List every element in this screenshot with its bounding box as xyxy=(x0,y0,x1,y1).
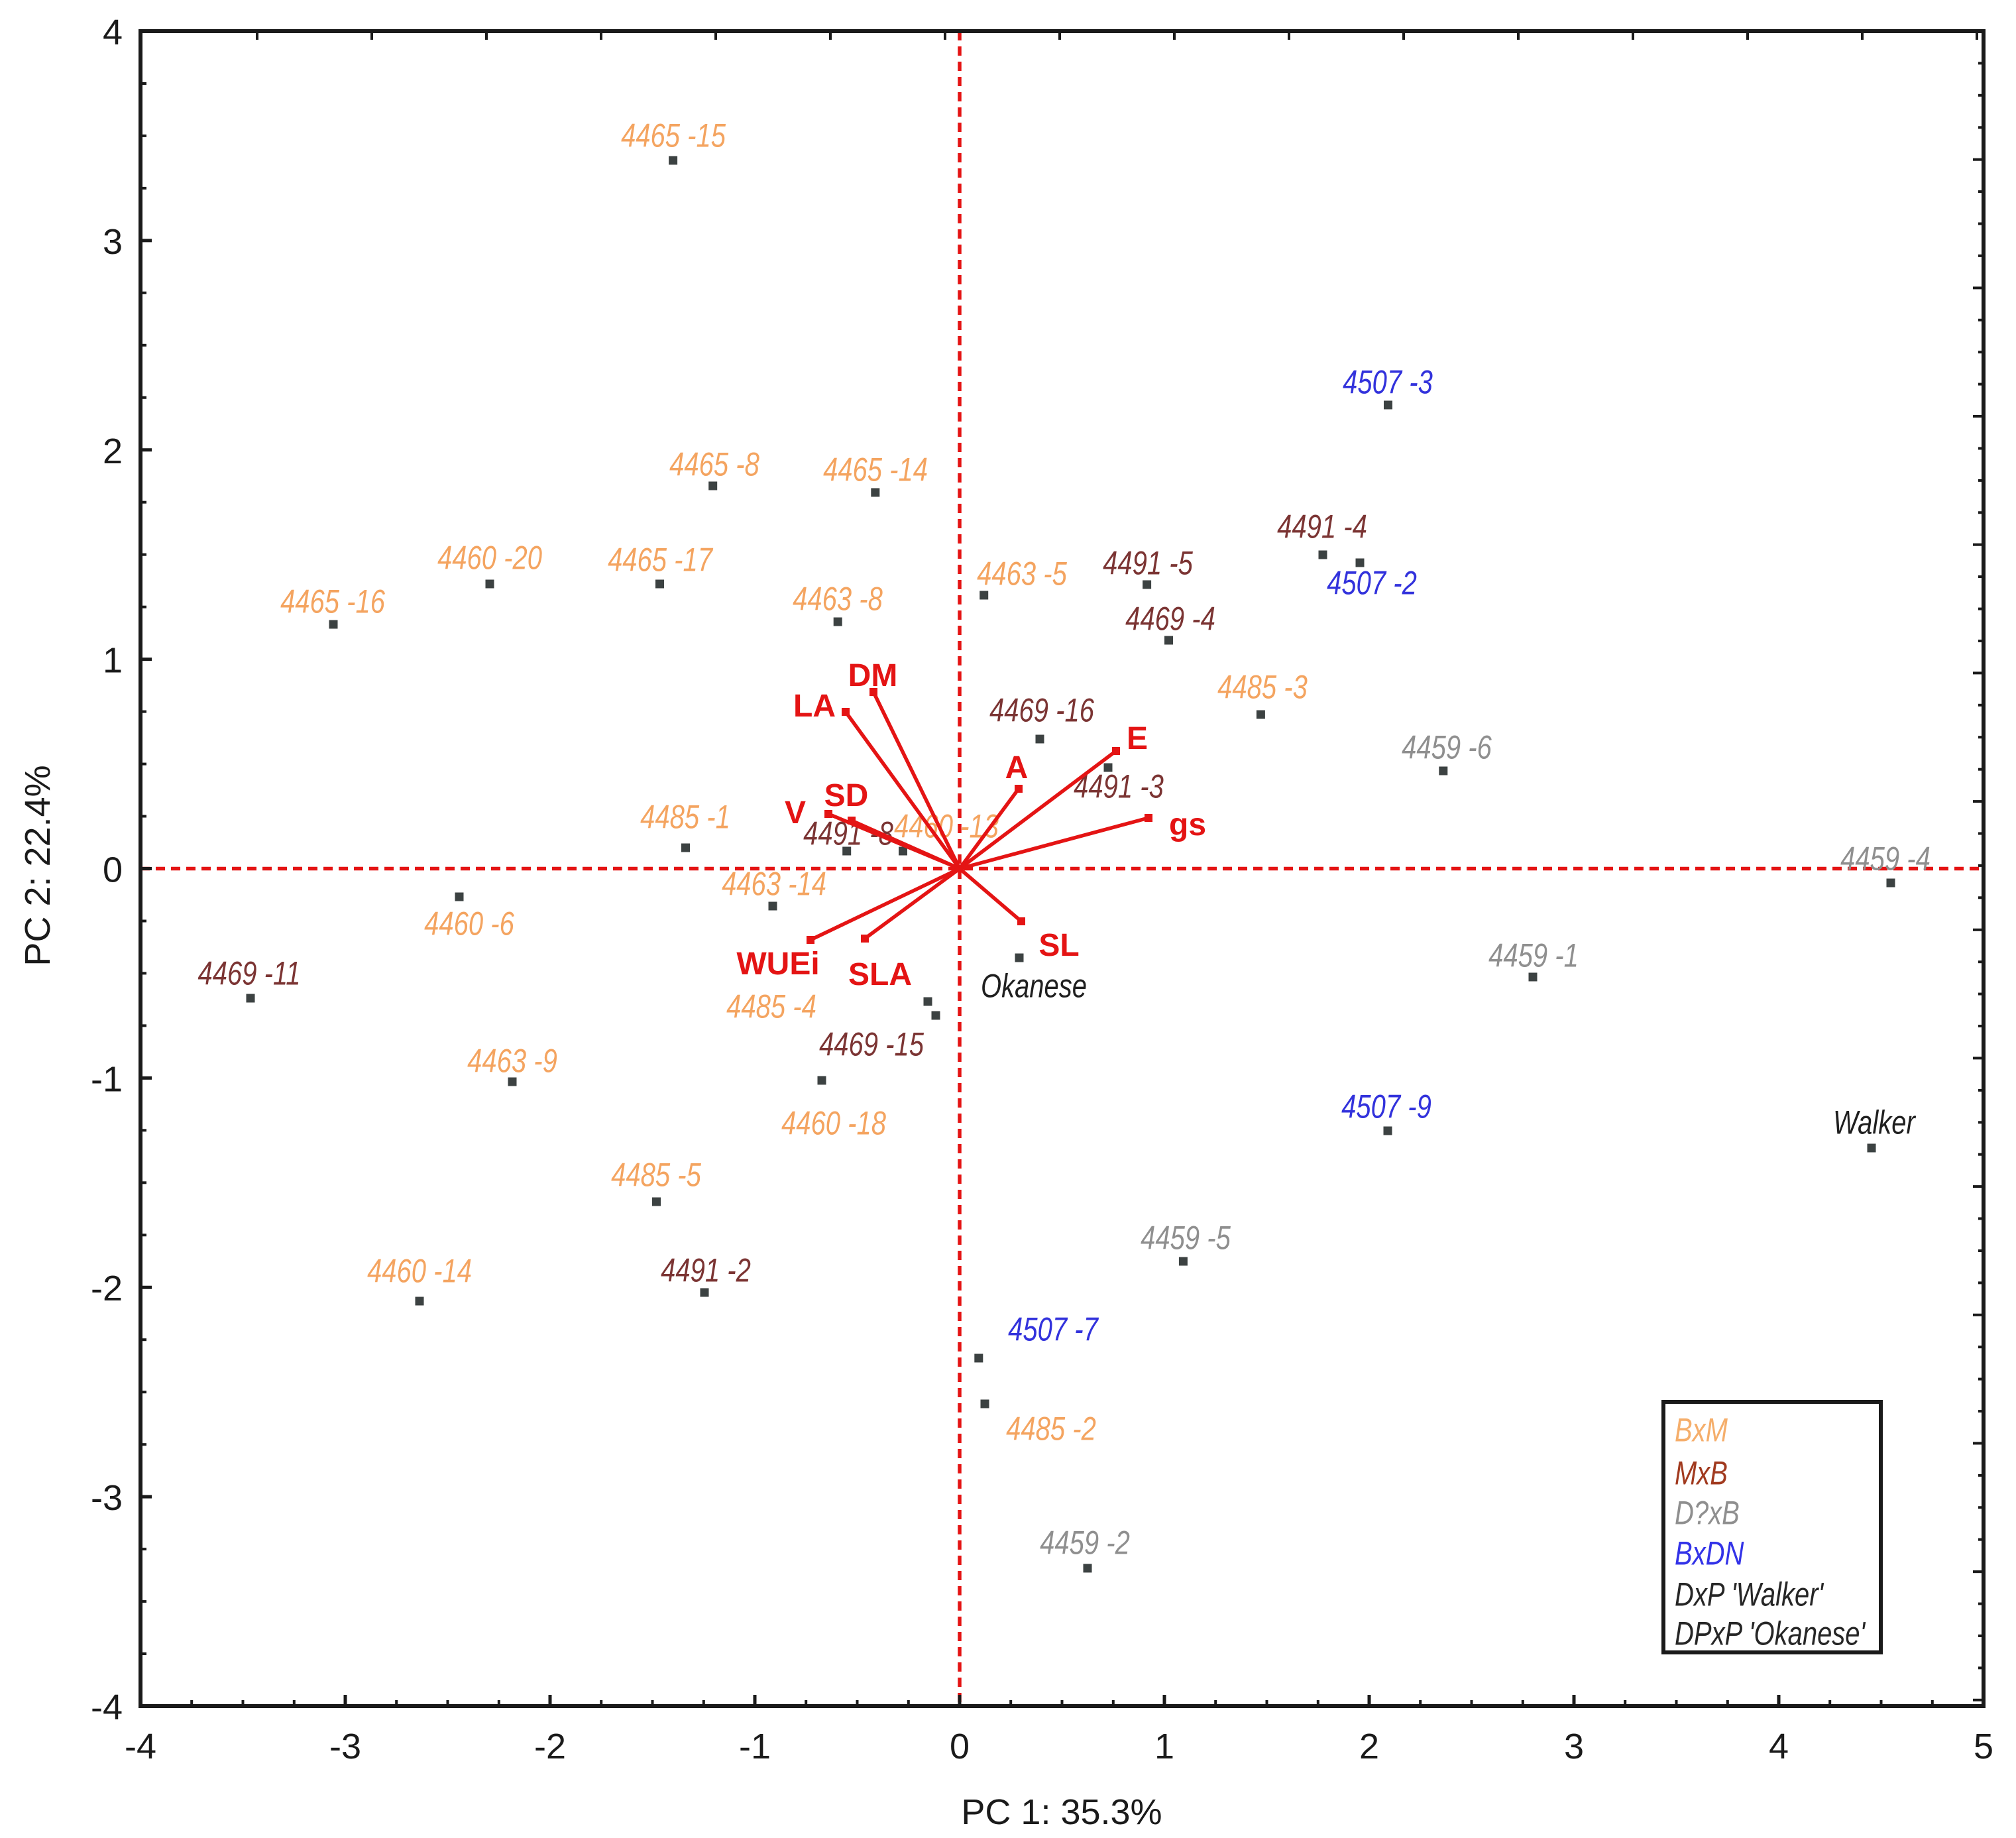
svg-text:3: 3 xyxy=(103,222,123,262)
svg-text:4459 -2: 4459 -2 xyxy=(1040,1524,1130,1561)
svg-text:-2: -2 xyxy=(534,1727,566,1766)
svg-text:4491 -2: 4491 -2 xyxy=(661,1251,751,1289)
svg-text:4465 -17: 4465 -17 xyxy=(608,541,713,578)
svg-text:4459 -6: 4459 -6 xyxy=(1402,728,1492,766)
svg-text:4485 -5: 4485 -5 xyxy=(611,1156,701,1193)
svg-text:4463 -5: 4463 -5 xyxy=(977,555,1067,592)
svg-text:4469 -15: 4469 -15 xyxy=(819,1025,924,1063)
svg-text:LA: LA xyxy=(793,689,836,724)
svg-text:E: E xyxy=(1127,721,1148,756)
svg-text:0: 0 xyxy=(950,1727,970,1766)
svg-text:4507 -9: 4507 -9 xyxy=(1341,1088,1431,1125)
svg-text:4463 -8: 4463 -8 xyxy=(793,580,883,617)
svg-text:4460 -6: 4460 -6 xyxy=(424,905,514,942)
svg-text:4485 -1: 4485 -1 xyxy=(640,798,730,835)
svg-text:4469 -11: 4469 -11 xyxy=(198,954,301,992)
svg-text:BxM: BxM xyxy=(1675,1411,1728,1448)
svg-text:WUEi: WUEi xyxy=(736,947,819,982)
svg-text:-1: -1 xyxy=(739,1727,771,1766)
svg-text:4469 -4: 4469 -4 xyxy=(1125,600,1215,637)
svg-text:Okanese: Okanese xyxy=(981,967,1087,1004)
svg-text:Walker: Walker xyxy=(1833,1104,1916,1141)
svg-text:4465 -16: 4465 -16 xyxy=(280,583,386,620)
svg-text:2: 2 xyxy=(103,431,123,471)
svg-text:-2: -2 xyxy=(91,1269,123,1308)
svg-text:4491 -5: 4491 -5 xyxy=(1103,544,1193,581)
svg-text:4485 -2: 4485 -2 xyxy=(1006,1410,1096,1447)
svg-text:4507 -2: 4507 -2 xyxy=(1327,564,1417,601)
svg-text:DM: DM xyxy=(848,658,898,693)
svg-text:1: 1 xyxy=(1154,1727,1174,1766)
svg-text:3: 3 xyxy=(1564,1727,1584,1766)
svg-text:4459 -1: 4459 -1 xyxy=(1488,937,1579,974)
svg-text:SD: SD xyxy=(824,778,869,813)
svg-text:4485 -3: 4485 -3 xyxy=(1217,668,1308,705)
svg-text:4465 -14: 4465 -14 xyxy=(823,451,928,488)
svg-text:A: A xyxy=(1005,750,1029,785)
svg-text:4507 -7: 4507 -7 xyxy=(1008,1310,1099,1348)
svg-text:4460 -14: 4460 -14 xyxy=(367,1252,472,1289)
svg-text:D?xB: D?xB xyxy=(1675,1494,1740,1531)
svg-text:MxB: MxB xyxy=(1675,1454,1728,1491)
svg-text:SLA: SLA xyxy=(848,957,912,992)
svg-text:4: 4 xyxy=(1769,1727,1789,1766)
svg-text:SL: SL xyxy=(1038,928,1079,963)
svg-text:-3: -3 xyxy=(91,1478,123,1518)
svg-text:DxP 'Walker': DxP 'Walker' xyxy=(1675,1576,1824,1613)
svg-text:V: V xyxy=(785,795,806,831)
svg-text:-1: -1 xyxy=(91,1059,123,1099)
svg-text:1: 1 xyxy=(103,641,123,681)
svg-text:4465 -8: 4465 -8 xyxy=(669,445,759,483)
svg-text:4491 -3: 4491 -3 xyxy=(1074,768,1164,805)
svg-text:-4: -4 xyxy=(91,1688,123,1727)
svg-text:DPxP 'Okanese': DPxP 'Okanese' xyxy=(1675,1615,1866,1652)
svg-text:4463 -14: 4463 -14 xyxy=(722,865,826,902)
svg-text:4485 -4: 4485 -4 xyxy=(726,988,816,1025)
svg-text:4507 -3: 4507 -3 xyxy=(1343,363,1433,400)
svg-text:PC 1: 35.3%: PC 1: 35.3% xyxy=(961,1792,1162,1832)
svg-text:4460 -18: 4460 -18 xyxy=(781,1104,886,1141)
svg-text:-4: -4 xyxy=(125,1727,156,1766)
svg-text:4469 -16: 4469 -16 xyxy=(989,691,1095,728)
svg-text:4460 -20: 4460 -20 xyxy=(437,539,542,576)
svg-text:4459 -4: 4459 -4 xyxy=(1840,840,1931,877)
svg-text:4465 -15: 4465 -15 xyxy=(621,117,726,154)
svg-text:4459 -5: 4459 -5 xyxy=(1141,1219,1231,1256)
svg-text:2: 2 xyxy=(1359,1727,1379,1766)
svg-text:0: 0 xyxy=(103,850,123,890)
svg-text:gs: gs xyxy=(1169,807,1206,842)
svg-text:-3: -3 xyxy=(329,1727,361,1766)
svg-text:4491 -4: 4491 -4 xyxy=(1277,508,1367,545)
svg-text:5: 5 xyxy=(1974,1727,1993,1766)
svg-text:PC 2: 22.4%: PC 2: 22.4% xyxy=(18,765,58,966)
svg-text:4463 -9: 4463 -9 xyxy=(467,1042,557,1079)
svg-text:BxDN: BxDN xyxy=(1675,1534,1744,1572)
svg-text:4: 4 xyxy=(103,13,123,52)
